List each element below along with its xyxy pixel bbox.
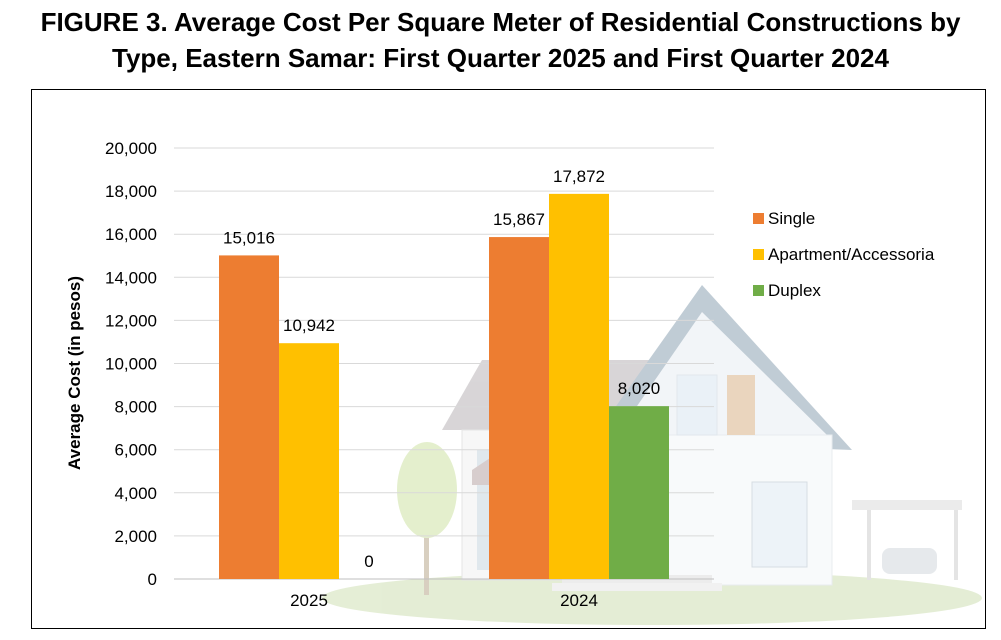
y-tick-label: 10,000 bbox=[105, 355, 157, 374]
figure-title-line-2: Type, Eastern Samar: First Quarter 2025 … bbox=[112, 43, 889, 73]
legend-swatch bbox=[753, 249, 764, 260]
y-tick-label: 18,000 bbox=[105, 182, 157, 201]
y-axis-tick-labels: 0 2,000 4,000 6,000 8,000 10,000 12,000 14,000 1… bbox=[105, 139, 157, 589]
legend-label: Single bbox=[768, 209, 815, 228]
x-tick-label: 2024 bbox=[560, 591, 598, 610]
bar-2024-duplex bbox=[609, 406, 669, 579]
data-label: 0 bbox=[364, 552, 373, 571]
legend-swatch bbox=[753, 285, 764, 296]
bar-2024-apartment-accessoria bbox=[549, 193, 609, 579]
data-label: 17,872 bbox=[553, 167, 605, 186]
y-axis-title: Average Cost (in pesos) bbox=[65, 276, 84, 470]
data-labels: 15,016 10,942 0 15,867 17,872 8,020 bbox=[223, 167, 660, 571]
y-tick-label: 8,000 bbox=[114, 398, 157, 417]
y-tick-label: 20,000 bbox=[105, 139, 157, 158]
data-label: 15,867 bbox=[493, 210, 545, 229]
legend-label: Apartment/Accessoria bbox=[768, 245, 935, 264]
y-tick-label: 12,000 bbox=[105, 311, 157, 330]
y-tick-label: 4,000 bbox=[114, 484, 157, 503]
x-axis-tick-labels: 2025 2024 bbox=[290, 591, 598, 610]
bar-2024-single bbox=[489, 237, 549, 579]
bars bbox=[219, 193, 669, 579]
bar-2025-apartment-accessoria bbox=[279, 343, 339, 579]
legend-label: Duplex bbox=[768, 281, 821, 300]
y-tick-label: 6,000 bbox=[114, 441, 157, 460]
chart-frame: 0 2,000 4,000 6,000 8,000 10,000 12,000 14,000 1… bbox=[31, 89, 986, 629]
legend: Single Apartment/Accessoria Duplex bbox=[753, 209, 935, 300]
y-tick-label: 0 bbox=[148, 570, 157, 589]
y-tick-label: 16,000 bbox=[105, 225, 157, 244]
bar-chart: 0 2,000 4,000 6,000 8,000 10,000 12,000 14,000 1… bbox=[65, 139, 982, 625]
legend-swatch bbox=[753, 213, 764, 224]
x-tick-label: 2025 bbox=[290, 591, 328, 610]
bar-2025-single bbox=[219, 255, 279, 579]
y-tick-label: 14,000 bbox=[105, 268, 157, 287]
data-label: 8,020 bbox=[618, 379, 661, 398]
y-tick-label: 2,000 bbox=[114, 527, 157, 546]
data-label: 10,942 bbox=[283, 316, 335, 335]
figure-title-line-1: FIGURE 3. Average Cost Per Square Meter … bbox=[40, 7, 961, 37]
figure-title: FIGURE 3. Average Cost Per Square Meter … bbox=[0, 4, 1001, 76]
data-label: 15,016 bbox=[223, 228, 275, 247]
